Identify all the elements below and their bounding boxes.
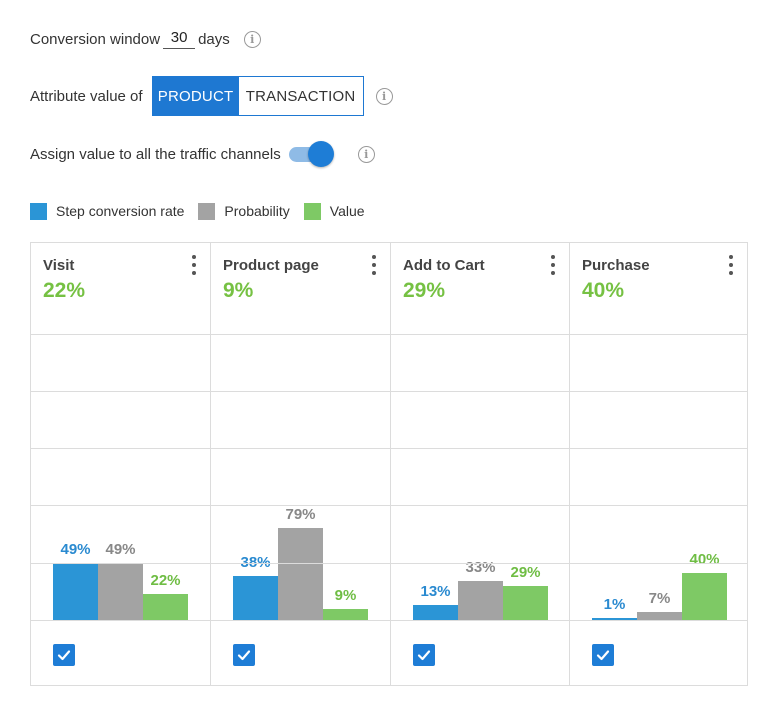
check-icon	[57, 650, 71, 661]
probability-bar	[458, 581, 503, 620]
stage-value: 40%	[582, 279, 625, 302]
value-bar	[503, 586, 548, 620]
assign-toggle[interactable]	[288, 141, 334, 167]
assign-label: Assign value to all the traffic channels	[30, 145, 281, 163]
step-conversion-label: 13%	[420, 582, 451, 600]
conversion-window-unit: days	[198, 30, 230, 48]
toggle-knob	[307, 141, 334, 167]
probability-bar	[98, 562, 143, 620]
legend-item-step: Step conversion rate	[30, 202, 185, 220]
stage-value: 22%	[43, 279, 86, 302]
attribute-label: Attribute value of	[30, 87, 143, 105]
more-options-icon[interactable]	[551, 255, 555, 275]
stage-checkbox[interactable]	[413, 644, 435, 666]
value-bar	[323, 609, 368, 620]
stage-title: Visit	[43, 257, 75, 274]
conversion-window-row: Conversion window 30 days i	[30, 27, 261, 51]
grid-line	[31, 391, 747, 392]
legend-label-value: Value	[329, 203, 365, 219]
value-label: 22%	[150, 572, 181, 590]
step-conversion-label: 38%	[240, 553, 271, 571]
probability-label: 7%	[648, 589, 671, 607]
stage-checkbox[interactable]	[233, 644, 255, 666]
probability-label: 49%	[105, 540, 136, 558]
funnel-chart: Visit 22% 49% 49% 22% Product page 9% 38% 7…	[30, 242, 748, 686]
info-icon[interactable]: i	[243, 30, 261, 48]
grid-line	[31, 620, 747, 621]
grid-line	[31, 448, 747, 449]
stage-column: Visit 22% 49% 49% 22%	[31, 243, 210, 685]
value-label: 40%	[689, 551, 720, 569]
info-icon[interactable]: i	[357, 145, 375, 163]
value-label: 9%	[334, 587, 357, 605]
stage-value: 29%	[403, 279, 446, 302]
attribute-segmented-control: PRODUCT TRANSACTION	[151, 76, 364, 116]
conversion-window-input[interactable]: 30	[163, 29, 196, 49]
step-conversion-bar	[53, 562, 98, 620]
step-conversion-label: 1%	[603, 596, 626, 613]
stage-title: Add to Cart	[403, 257, 485, 274]
more-options-icon[interactable]	[192, 255, 196, 275]
legend-item-probability: Probability	[198, 202, 290, 220]
grid-line	[31, 563, 747, 564]
attribute-row: Attribute value of PRODUCT TRANSACTION i	[30, 76, 393, 116]
attribute-option-transaction[interactable]: TRANSACTION	[238, 77, 363, 115]
step-conversion-bar	[233, 575, 278, 620]
stage-checkbox[interactable]	[53, 644, 75, 666]
conversion-window-label: Conversion window	[30, 30, 161, 48]
legend-swatch-probability	[198, 202, 216, 220]
legend-label-probability: Probability	[224, 203, 290, 219]
stage-column: Add to Cart 29% 13% 33% 29%	[390, 243, 569, 685]
more-options-icon[interactable]	[729, 255, 733, 275]
check-icon	[237, 650, 251, 661]
chart-legend: Step conversion rate Probability Value	[30, 202, 379, 220]
probability-bar	[637, 611, 682, 620]
more-options-icon[interactable]	[372, 255, 376, 275]
value-bar	[143, 594, 188, 620]
step-conversion-label: 49%	[60, 540, 91, 558]
stage-column: Purchase 40% 1% 7% 40%	[569, 243, 747, 685]
value-bar	[682, 573, 727, 620]
grid-line	[31, 505, 747, 506]
legend-swatch-step	[30, 202, 47, 220]
stage-checkbox[interactable]	[592, 644, 614, 666]
stage-title: Product page	[223, 257, 319, 274]
check-icon	[596, 650, 610, 661]
stage-title: Purchase	[582, 257, 650, 274]
assign-row: Assign value to all the traffic channels…	[30, 141, 375, 167]
legend-swatch-value	[303, 202, 321, 220]
info-icon[interactable]: i	[375, 87, 393, 105]
value-label: 29%	[510, 564, 541, 582]
legend-label-step: Step conversion rate	[56, 203, 185, 219]
legend-item-value: Value	[303, 202, 365, 220]
probability-bar	[278, 527, 323, 620]
step-conversion-bar	[413, 604, 458, 620]
stage-value: 9%	[223, 279, 254, 302]
attribute-option-product[interactable]: PRODUCT	[152, 77, 239, 115]
probability-label: 79%	[285, 505, 316, 523]
check-icon	[417, 650, 431, 661]
grid-line	[31, 334, 747, 335]
step-conversion-bar	[592, 618, 637, 620]
stage-column: Product page 9% 38% 79% 9%	[210, 243, 390, 685]
